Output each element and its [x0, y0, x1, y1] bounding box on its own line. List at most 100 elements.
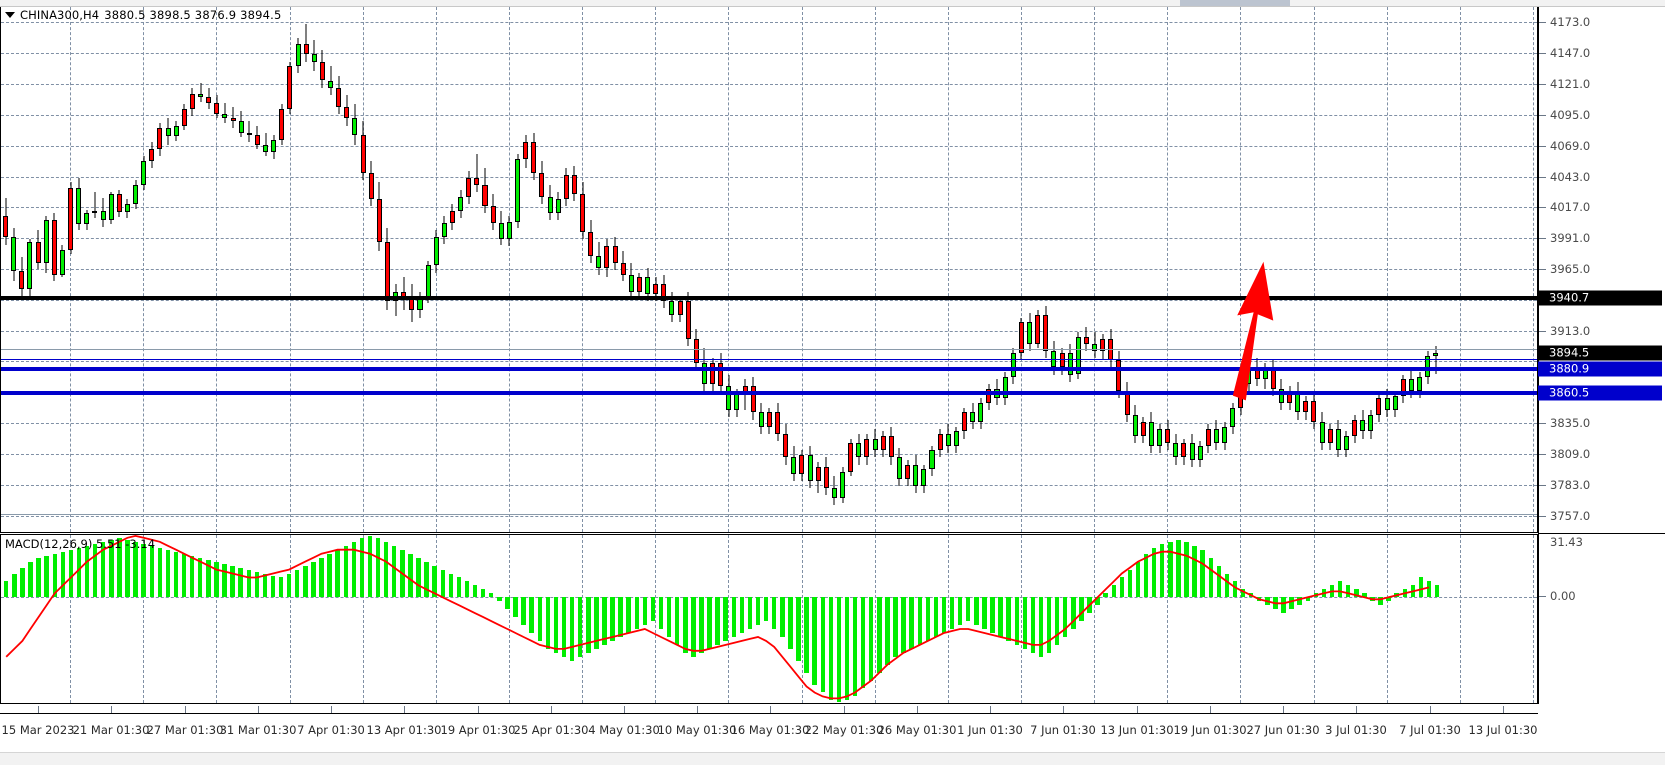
candlestick	[124, 7, 130, 531]
macd-histogram-bar	[1192, 545, 1197, 598]
candle-body	[539, 172, 545, 197]
axis-tick-mark	[1539, 22, 1546, 24]
candlestick	[319, 7, 325, 531]
thin-blue-upper[interactable]	[1, 358, 1537, 360]
last-price-label[interactable]: 3894.5	[1538, 345, 1662, 361]
horizontal-scrollbar-track[interactable]	[0, 0, 1665, 6]
macd-histogram-bar	[715, 597, 720, 645]
candle-body	[645, 277, 651, 294]
macd-histogram-bar	[804, 597, 809, 673]
candlestick	[929, 7, 935, 531]
price-axis-tick: 3809.0	[1550, 446, 1591, 461]
date-axis-tick: 7 Jul 01:30	[1399, 723, 1461, 737]
candlestick	[1335, 7, 1341, 531]
candlestick	[636, 7, 642, 531]
candle-body	[823, 466, 829, 489]
candlestick	[1408, 7, 1414, 531]
candlestick	[961, 7, 967, 531]
price-chart-panel[interactable]: CHINA300,H4 3880.5 3898.5 3876.9 3894.5	[0, 7, 1538, 533]
candlestick	[1083, 7, 1089, 531]
date-tick-mark	[1503, 706, 1504, 713]
candlestick	[51, 7, 57, 531]
chevron-down-icon[interactable]	[5, 12, 15, 18]
candle-body	[1116, 360, 1122, 392]
candle-body	[766, 412, 772, 427]
price-axis-tick: 3965.0	[1550, 262, 1591, 276]
price-axis[interactable]: 4173.0 4147.0 4121.0 4095.0 4069.0 4043.0 4017…	[1538, 7, 1665, 704]
macd-indicator-panel[interactable]: MACD(12,26,9) 5.51 -3.14	[0, 534, 1538, 704]
candlestick	[1116, 7, 1122, 531]
candle-body	[775, 412, 781, 434]
candlestick	[539, 7, 545, 531]
horizontal-scrollbar-thumb[interactable]	[1180, 0, 1290, 6]
candlestick	[303, 7, 309, 531]
candlestick	[523, 7, 529, 531]
candle-body	[791, 457, 797, 475]
candlestick	[823, 7, 829, 531]
candle-body	[905, 464, 911, 479]
macd-histogram-bar	[36, 557, 41, 598]
candlestick	[986, 7, 992, 531]
macd-axis-tick: -53.31	[1550, 702, 1587, 704]
candlestick	[726, 7, 732, 531]
candlestick	[970, 7, 976, 531]
candle-body	[1327, 429, 1333, 444]
candle-body	[157, 127, 163, 150]
gray-line-lower[interactable]	[1, 514, 1537, 516]
candle-body	[92, 210, 98, 214]
candlestick	[864, 7, 870, 531]
candlestick	[401, 7, 407, 531]
candlestick	[563, 7, 569, 531]
level-3880-label[interactable]: 3880.9	[1538, 361, 1662, 377]
macd-histogram-bar	[545, 597, 551, 649]
resistance-level-label[interactable]: 3940.7	[1538, 290, 1662, 306]
date-axis[interactable]: 15 Mar 2023 21 Mar 01:30 27 Mar 01:30 31 Ma…	[0, 704, 1665, 750]
macd-histogram-bar	[707, 597, 712, 649]
candlestick	[1230, 7, 1236, 531]
candlestick	[580, 7, 586, 531]
candlestick	[953, 7, 959, 531]
macd-histogram-bar	[820, 597, 825, 693]
candle-body	[604, 246, 610, 268]
candlestick	[1165, 7, 1171, 531]
macd-histogram-bar	[1151, 547, 1157, 598]
blue-support-3860[interactable]	[1, 390, 1537, 395]
price-axis-tick: 4121.0	[1550, 77, 1591, 92]
candle-body	[1213, 429, 1219, 444]
candlestick	[344, 7, 350, 531]
gridline-vertical	[1460, 7, 1461, 532]
gray-line[interactable]	[1, 348, 1537, 350]
macd-histogram-bar	[869, 597, 874, 681]
macd-histogram-bar	[173, 551, 179, 598]
price-axis-tick: 3991.0	[1550, 231, 1591, 246]
black-resistance-line[interactable]	[1, 295, 1537, 300]
candle-body	[319, 61, 325, 81]
candle-body	[718, 362, 724, 387]
macd-histogram-bar	[206, 559, 211, 598]
candlestick	[571, 7, 577, 531]
axis-tick-mark	[1539, 484, 1546, 486]
date-tick-mark	[1283, 706, 1284, 713]
candlestick	[1400, 7, 1406, 531]
support-level-label[interactable]: 3860.5	[1538, 385, 1662, 401]
blue-line-3880[interactable]	[1, 366, 1537, 371]
candlestick	[19, 7, 25, 531]
candle-body	[588, 232, 594, 256]
candlestick	[352, 7, 358, 531]
candle-body	[953, 431, 959, 446]
candlestick	[555, 7, 561, 531]
date-tick-mark	[1137, 706, 1138, 713]
candlestick	[994, 7, 1000, 531]
candle-body	[246, 132, 252, 136]
candlestick	[238, 7, 244, 531]
date-tick-mark	[917, 706, 918, 713]
macd-histogram-bar	[925, 597, 931, 641]
candle-body	[661, 284, 667, 301]
macd-histogram-bar	[1079, 597, 1084, 622]
date-tick-mark	[1210, 706, 1211, 713]
axis-tick-mark	[1539, 114, 1546, 116]
candle-body	[43, 220, 49, 264]
macd-histogram-bar	[569, 597, 575, 661]
candle-body	[141, 161, 147, 185]
macd-histogram-bar	[1135, 561, 1141, 598]
